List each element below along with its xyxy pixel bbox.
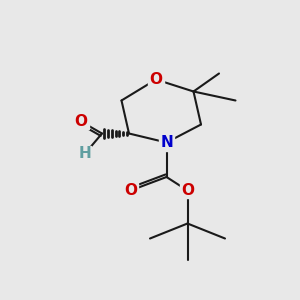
Bar xyxy=(123,183,138,198)
Text: N: N xyxy=(160,135,173,150)
Bar xyxy=(148,71,164,88)
Text: O: O xyxy=(181,183,194,198)
Text: H: H xyxy=(79,146,92,160)
Bar xyxy=(180,183,195,198)
Bar xyxy=(74,114,88,129)
Text: O: O xyxy=(74,114,88,129)
Text: O: O xyxy=(124,183,137,198)
Bar xyxy=(80,146,92,160)
Bar xyxy=(159,134,174,151)
Text: O: O xyxy=(149,72,163,87)
